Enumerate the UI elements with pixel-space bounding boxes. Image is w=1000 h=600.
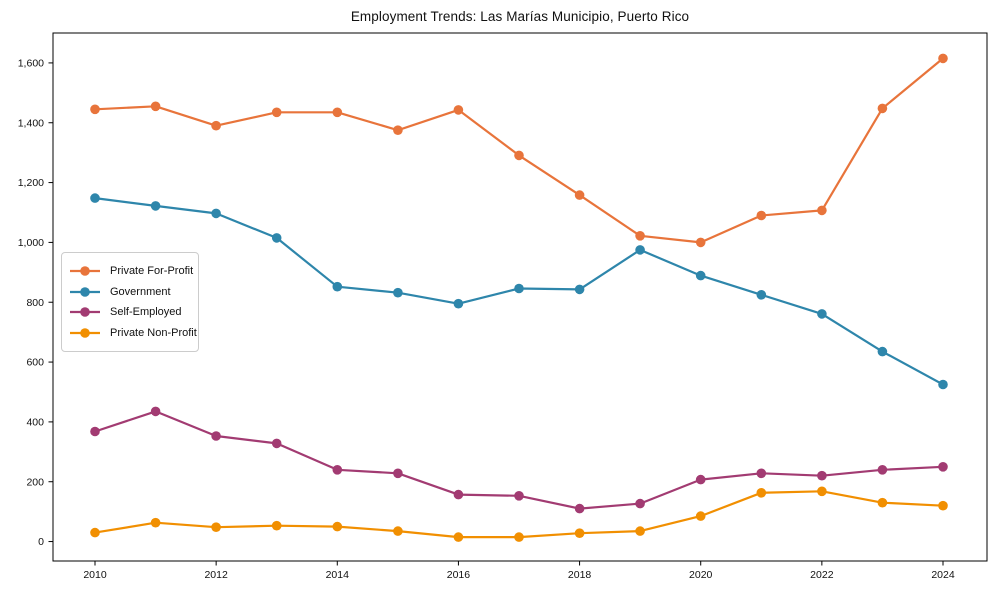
series-marker-private-for-profit [393, 125, 403, 135]
series-marker-private-for-profit [90, 104, 100, 115]
series-marker-private-non-profit [938, 500, 948, 511]
series-marker-government [938, 379, 948, 390]
legend-item-private-non-profit: Private Non-Profit [66, 323, 197, 344]
series-marker-self-employed [453, 489, 464, 500]
legend-item-self-employed: Self-Employed [66, 302, 190, 323]
series-marker-self-employed [695, 474, 706, 485]
series-marker-private-non-profit [211, 522, 221, 532]
series-marker-government [90, 193, 100, 203]
series-marker-private-non-profit [453, 532, 464, 542]
legend-label: Private For-Profit [110, 265, 194, 278]
series-marker-private-for-profit [332, 107, 343, 118]
series-marker-self-employed [90, 426, 100, 437]
series-marker-private-non-profit [90, 527, 100, 538]
series-marker-private-non-profit [271, 520, 282, 531]
x-tick-label: 2018 [568, 569, 592, 581]
plot-border [52, 32, 988, 562]
y-tick-label: 1,600 [18, 58, 44, 70]
series-marker-private-for-profit [756, 210, 767, 221]
series-marker-private-non-profit [150, 517, 161, 528]
x-tick-label: 2012 [204, 569, 228, 581]
y-tick-label: 1,400 [18, 117, 44, 129]
series-marker-government [514, 283, 524, 294]
series-marker-government [393, 287, 403, 298]
series-marker-self-employed [332, 465, 343, 475]
series-marker-self-employed [393, 468, 403, 479]
x-tick-label: 2020 [689, 569, 713, 581]
x-tick-label: 2022 [810, 569, 834, 581]
legend: Private For-Profit Government Self-Employe… [61, 252, 199, 352]
y-tick-label: 800 [26, 297, 44, 309]
series-marker-government [211, 208, 221, 219]
series-marker-private-non-profit [332, 521, 343, 532]
y-tick-label: 200 [26, 476, 44, 488]
series-marker-self-employed [877, 465, 888, 475]
series-marker-private-for-profit [271, 107, 282, 118]
legend-item-private-for-profit: Private For-Profit [66, 261, 194, 282]
series-marker-government [332, 281, 343, 292]
series-marker-private-non-profit [393, 526, 403, 536]
x-tick-label: 2016 [447, 569, 471, 581]
series-marker-government [574, 284, 585, 295]
series-marker-self-employed [938, 462, 948, 472]
series-marker-private-for-profit [817, 205, 827, 216]
series-marker-government [635, 245, 645, 255]
series-marker-self-employed [574, 503, 585, 514]
series-marker-government [695, 270, 706, 281]
series-marker-private-non-profit [695, 511, 706, 521]
x-tick-label: 2010 [83, 569, 107, 581]
series-marker-self-employed [756, 468, 767, 479]
series-marker-private-for-profit [211, 120, 221, 131]
series-marker-government [877, 346, 888, 357]
series-marker-self-employed [514, 491, 524, 501]
series-marker-private-for-profit [877, 103, 888, 114]
legend-marker-private-for-profit-icon [70, 266, 100, 277]
series-marker-private-for-profit [574, 190, 585, 200]
series-marker-government [817, 309, 827, 319]
series-marker-private-for-profit [695, 237, 706, 248]
series-marker-private-for-profit [150, 101, 161, 112]
y-tick-label: 600 [26, 357, 44, 369]
x-tick-label: 2024 [931, 569, 955, 581]
y-tick-label: 1,200 [18, 177, 44, 189]
series-marker-private-for-profit [938, 53, 948, 64]
series-marker-government [271, 233, 282, 243]
series-marker-government [756, 290, 767, 300]
series-marker-private-non-profit [817, 486, 827, 497]
y-tick-label: 400 [26, 416, 44, 428]
legend-label: Self-Employed [110, 306, 182, 319]
series-marker-self-employed [635, 498, 645, 509]
legend-marker-government-icon [70, 286, 100, 297]
chart-title: Employment Trends: Las Marías Municipio,… [350, 9, 690, 24]
x-tick-label: 2014 [326, 569, 350, 581]
y-tick-label: 0 [38, 536, 44, 548]
series-marker-government [453, 298, 464, 309]
series-marker-private-non-profit [635, 526, 645, 536]
series-marker-self-employed [817, 470, 827, 481]
series-marker-private-non-profit [756, 488, 767, 498]
series-marker-private-non-profit [574, 528, 585, 538]
series-marker-self-employed [211, 431, 221, 441]
y-tick-label: 1,000 [18, 237, 44, 249]
legend-label: Government [110, 285, 171, 298]
series-marker-private-non-profit [877, 497, 888, 508]
series-marker-government [150, 201, 161, 211]
series-marker-private-for-profit [635, 231, 645, 241]
series-marker-private-for-profit [514, 150, 524, 161]
series-marker-private-for-profit [453, 105, 464, 115]
legend-item-government: Government [66, 282, 190, 303]
series-marker-self-employed [271, 438, 282, 449]
series-marker-self-employed [150, 406, 161, 417]
legend-marker-self-employed-icon [70, 307, 100, 318]
legend-marker-private-non-profit-icon [70, 327, 100, 338]
legend-label: Private Non-Profit [110, 326, 197, 339]
series-marker-private-non-profit [514, 532, 524, 542]
